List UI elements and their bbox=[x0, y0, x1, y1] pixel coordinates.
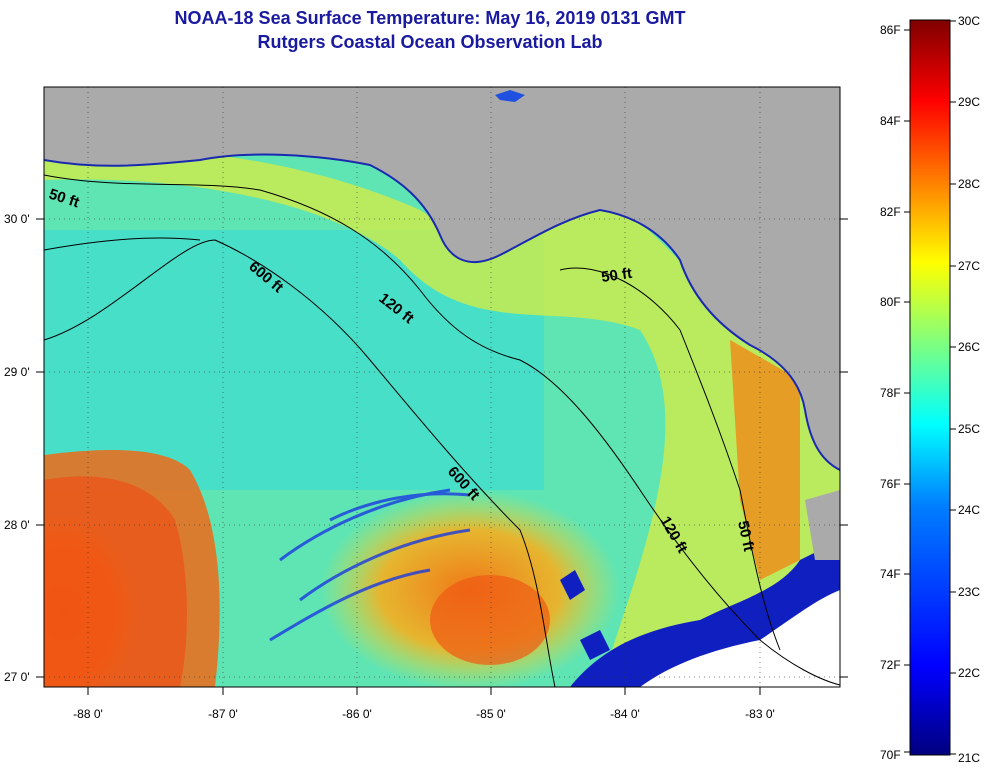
lon-tick-label: -83 0' bbox=[745, 707, 775, 721]
colorbar-c-label: 28C bbox=[958, 177, 980, 191]
colorbar-f-label: 84F bbox=[880, 114, 901, 128]
map-title: NOAA-18 Sea Surface Temperature: May 16,… bbox=[174, 8, 686, 28]
map-subtitle: Rutgers Coastal Ocean Observation Lab bbox=[257, 32, 603, 52]
colorbar-f-label: 76F bbox=[880, 477, 901, 491]
axis-ticks bbox=[36, 218, 848, 695]
lat-tick-label: 27 0' bbox=[4, 670, 30, 684]
colorbar-c-label: 22C bbox=[958, 666, 980, 680]
colorbar-f-label: 70F bbox=[880, 748, 901, 762]
colorbar-c-label: 25C bbox=[958, 422, 980, 436]
colorbar-c-label: 27C bbox=[958, 259, 980, 273]
lon-tick-label: -86 0' bbox=[342, 707, 372, 721]
colorbar-f-label: 72F bbox=[880, 658, 901, 672]
lon-tick-label: -87 0' bbox=[208, 707, 238, 721]
colorbar-c-label: 23C bbox=[958, 585, 980, 599]
map-frame bbox=[43, 86, 841, 688]
graticule bbox=[44, 87, 840, 687]
contour-label: 50 ft bbox=[600, 265, 633, 286]
lon-tick-label: -85 0' bbox=[476, 707, 506, 721]
map-image bbox=[44, 87, 840, 687]
colorbar-c-label: 26C bbox=[958, 340, 980, 354]
lat-tick-label: 28 0' bbox=[4, 518, 30, 532]
lat-tick-label: 30 0' bbox=[4, 212, 30, 226]
lon-tick-label: -84 0' bbox=[610, 707, 640, 721]
contour-label: 50 ft bbox=[734, 519, 757, 553]
colorbar-c-label: 21C bbox=[958, 751, 980, 765]
depth-contours bbox=[44, 174, 840, 687]
colorbar-f-label: 78F bbox=[880, 386, 901, 400]
colorbar-f-label: 82F bbox=[880, 205, 901, 219]
colorbar-f-label: 74F bbox=[880, 567, 901, 581]
colorbar-c-label: 30C bbox=[958, 14, 980, 28]
colorbar-c-label: 29C bbox=[958, 95, 980, 109]
colorbar-f-label: 80F bbox=[880, 295, 901, 309]
colorbar-f-label: 86F bbox=[880, 23, 901, 37]
lat-tick-label: 29 0' bbox=[4, 365, 30, 379]
colorbar: 86F 84F 82F 80F 78F 76F 74F 72F 70F 30C … bbox=[880, 14, 980, 765]
lon-tick-label: -88 0' bbox=[73, 707, 103, 721]
colorbar-c-label: 24C bbox=[958, 503, 980, 517]
